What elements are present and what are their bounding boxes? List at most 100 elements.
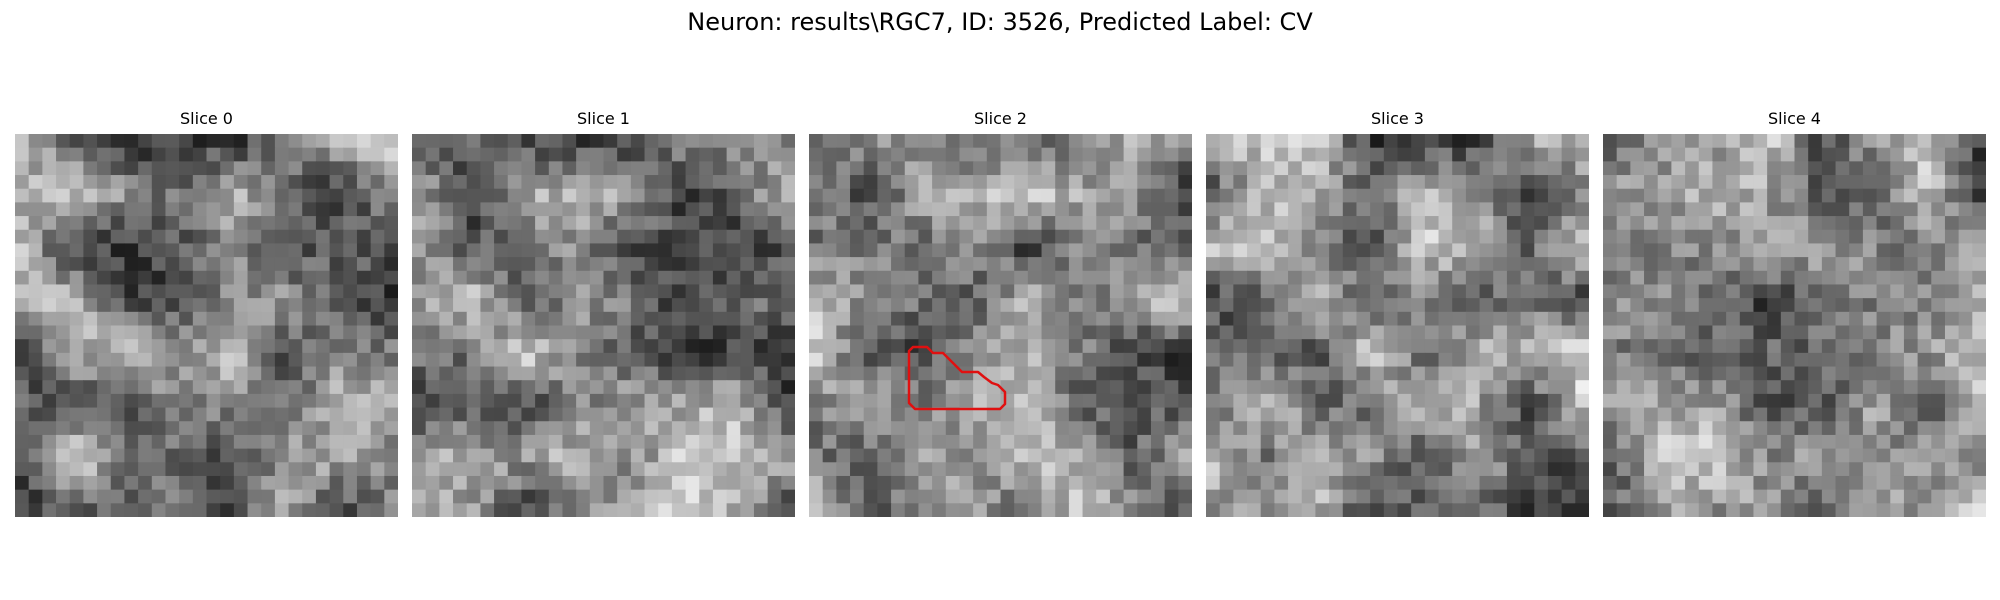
pixel-cell xyxy=(1575,366,1589,381)
pixel-cell xyxy=(1876,503,1891,517)
pixel-cell xyxy=(302,489,317,504)
pixel-cell xyxy=(685,243,700,258)
pixel-cell xyxy=(1233,229,1248,245)
pixel-cell xyxy=(1274,202,1289,217)
pixel-cell xyxy=(1767,216,1782,231)
pixel-cell xyxy=(1329,339,1344,354)
pixel-cell xyxy=(767,284,782,299)
pixel-cell xyxy=(1315,202,1330,217)
pixel-cell xyxy=(753,407,769,422)
pixel-cell xyxy=(1164,489,1179,504)
pixel-cell xyxy=(918,161,933,176)
pixel-cell xyxy=(1862,175,1878,190)
pixel-cell xyxy=(1603,188,1618,203)
pixel-cell xyxy=(1301,421,1317,436)
pixel-cell xyxy=(1041,393,1056,409)
pixel-cell xyxy=(494,503,509,517)
pixel-cell xyxy=(1917,489,1932,504)
pixel-cell xyxy=(1698,147,1714,162)
pixel-cell xyxy=(42,229,57,245)
pixel-cell xyxy=(726,175,741,190)
pixel-cell xyxy=(603,147,618,162)
pixel-cell xyxy=(1753,270,1768,286)
pixel-cell xyxy=(1944,393,1960,409)
pixel-cell xyxy=(439,298,454,313)
pixel-cell xyxy=(1465,352,1481,368)
pixel-cell xyxy=(1356,298,1371,313)
pixel-cell xyxy=(945,325,961,340)
pixel-cell xyxy=(425,393,440,409)
pixel-cell xyxy=(1630,243,1645,258)
pixel-cell xyxy=(480,339,495,354)
pixel-cell xyxy=(124,352,139,368)
pixel-cell xyxy=(1342,216,1358,231)
pixel-cell xyxy=(83,475,98,491)
slice-title-4: Slice 4 xyxy=(1768,109,1821,128)
pixel-cell xyxy=(1876,298,1891,313)
pixel-cell xyxy=(1493,503,1508,517)
pixel-cell xyxy=(1821,434,1837,450)
pixel-cell xyxy=(412,489,427,504)
pixel-cell xyxy=(1876,339,1891,354)
pixel-cell xyxy=(1534,147,1549,162)
pixel-cell xyxy=(1164,339,1179,354)
pixel-cell xyxy=(1862,366,1878,381)
pixel-cell xyxy=(1575,339,1589,354)
pixel-cell xyxy=(69,421,84,436)
pixel-cell xyxy=(206,243,221,258)
pixel-cell xyxy=(425,134,440,149)
pixel-cell xyxy=(1972,434,1986,450)
pixel-cell xyxy=(288,188,303,203)
pixel-cell xyxy=(192,462,208,477)
pixel-cell xyxy=(836,380,851,395)
pixel-cell xyxy=(288,243,303,258)
pixel-cell xyxy=(370,503,385,517)
pixel-cell xyxy=(1027,380,1043,395)
pixel-cell xyxy=(1685,202,1700,217)
pixel-cell xyxy=(726,243,741,258)
pixel-cell xyxy=(1506,175,1522,190)
pixel-cell xyxy=(1329,188,1344,203)
pixel-cell xyxy=(1547,407,1563,422)
pixel-cell xyxy=(97,475,112,491)
pixel-cell xyxy=(15,339,30,354)
pixel-cell xyxy=(1506,270,1522,286)
pixel-cell xyxy=(315,202,331,217)
pixel-cell xyxy=(548,134,564,149)
pixel-cell xyxy=(206,489,221,504)
pixel-cell xyxy=(1657,298,1672,313)
pixel-cell xyxy=(1123,202,1138,217)
pixel-cell xyxy=(302,175,317,190)
pixel-cell xyxy=(1506,380,1522,395)
pixel-cell xyxy=(1164,448,1179,463)
pixel-cell xyxy=(809,325,824,340)
pixel-cell xyxy=(712,380,728,395)
pixel-cell xyxy=(1794,325,1809,340)
pixel-cell xyxy=(247,202,262,217)
pixel-cell xyxy=(124,339,139,354)
pixel-cell xyxy=(1493,202,1508,217)
pixel-cell xyxy=(1041,284,1056,299)
pixel-cell xyxy=(1958,434,1973,450)
pixel-cell xyxy=(753,188,769,203)
pixel-cell xyxy=(1794,188,1809,203)
pixel-cell xyxy=(671,216,687,231)
pixel-cell xyxy=(1260,339,1275,354)
pixel-cell xyxy=(521,407,536,422)
pixel-cell xyxy=(1356,325,1371,340)
pixel-cell xyxy=(1698,421,1714,436)
pixel-cell xyxy=(836,284,851,299)
pixel-cell xyxy=(1397,243,1412,258)
pixel-cell xyxy=(959,462,974,477)
pixel-cell xyxy=(1301,229,1317,245)
pixel-cell xyxy=(1644,175,1659,190)
pixel-cell xyxy=(1520,311,1535,327)
pixel-cell xyxy=(274,175,290,190)
pixel-cell xyxy=(453,475,468,491)
pixel-cell xyxy=(1739,325,1755,340)
pixel-cell xyxy=(535,352,550,368)
pixel-cell xyxy=(712,229,728,245)
pixel-cell xyxy=(863,243,878,258)
pixel-cell xyxy=(28,257,43,272)
pixel-cell xyxy=(1301,448,1317,463)
